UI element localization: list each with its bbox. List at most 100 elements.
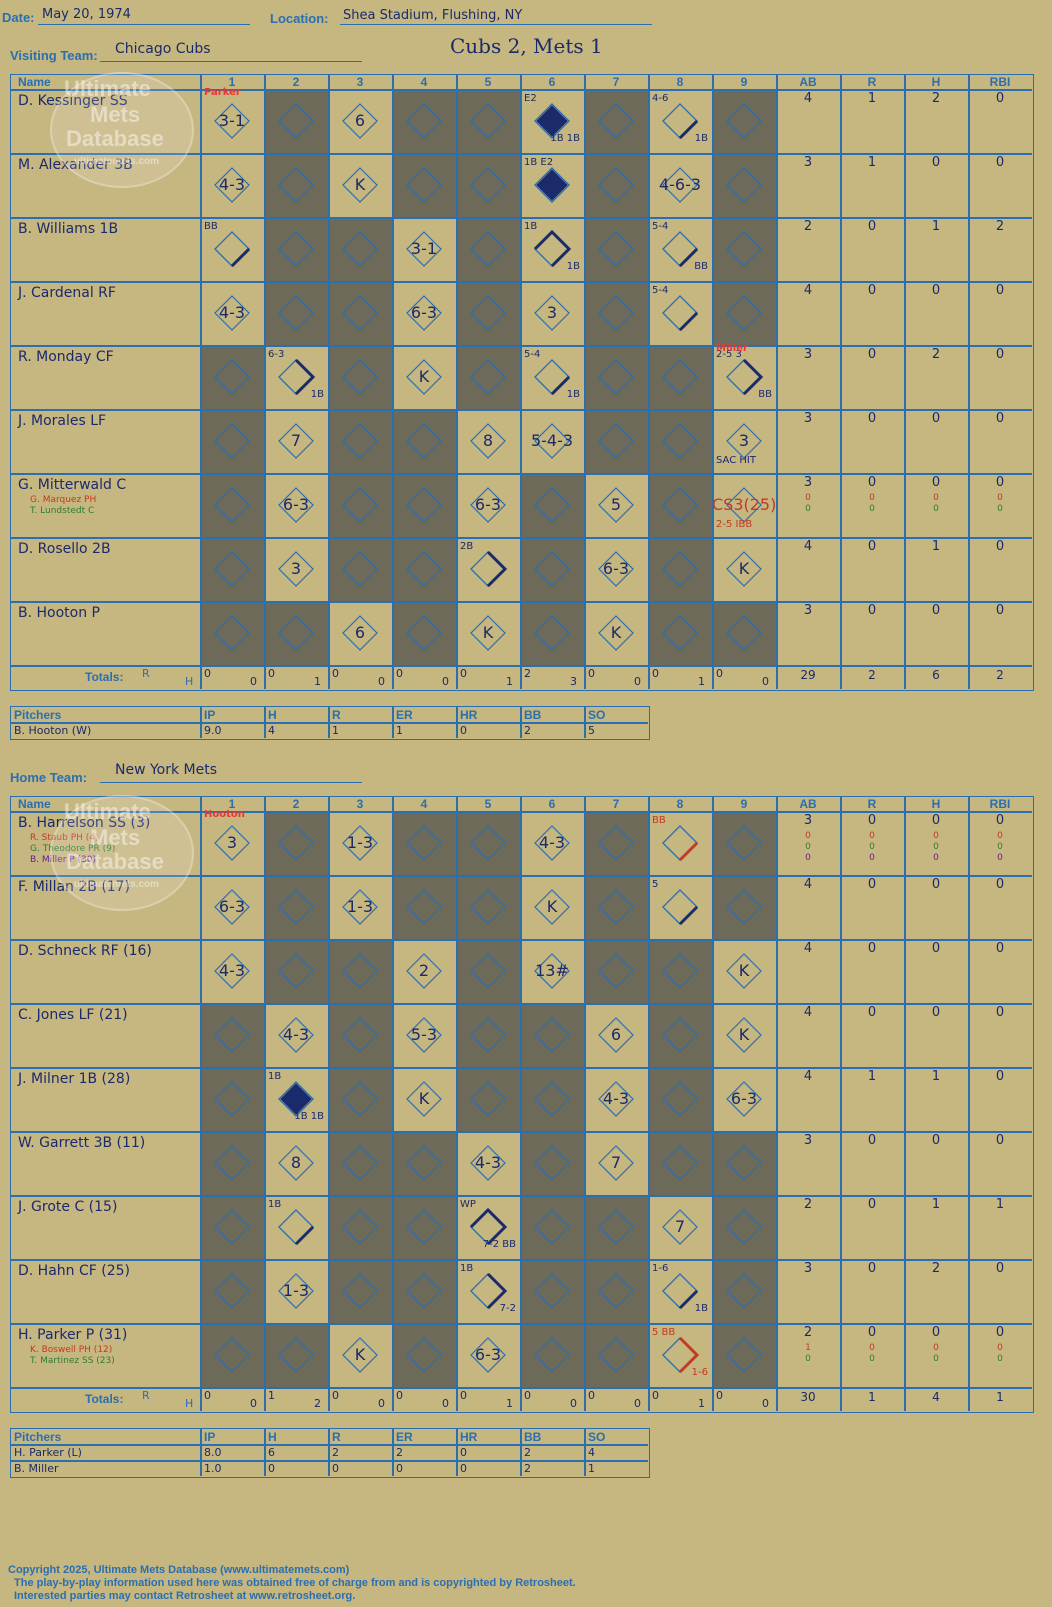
base-diamond <box>662 1336 700 1374</box>
base-diamond <box>598 1209 634 1245</box>
play-notation: 6-3 <box>410 303 438 322</box>
base-diamond <box>342 825 378 861</box>
inning-hits-total: 0 <box>378 675 385 688</box>
base-diamond <box>598 487 634 523</box>
unused-inning-cell <box>712 1195 776 1259</box>
base-diamond <box>534 1017 570 1053</box>
unused-inning-cell <box>712 601 776 665</box>
rbi-header: RBI <box>989 75 1011 89</box>
play-notation: 5-4 <box>652 221 669 232</box>
unused-inning-cell <box>328 345 392 409</box>
play-notation: 6 <box>610 1025 622 1044</box>
unused-inning-cell <box>712 1259 776 1323</box>
pitcher-name: B. Hooton (W) <box>14 724 92 737</box>
inning-header-7: 7 <box>612 797 620 811</box>
substitute-r: 0 <box>869 1354 875 1364</box>
unused-inning-cell <box>648 1003 712 1067</box>
base-diamond <box>278 1209 315 1246</box>
watermark-text: Database <box>66 126 164 151</box>
batter-h: 0 <box>931 283 941 298</box>
unused-inning-cell <box>392 875 456 939</box>
base-diamond <box>342 551 378 587</box>
inning-runs-total: 0 <box>588 667 595 680</box>
substitute-rbi: 0 <box>997 1343 1003 1353</box>
base-diamond <box>406 1273 442 1309</box>
column-divider <box>200 796 202 1411</box>
substitute-ab: 0 <box>805 504 811 514</box>
batter-name: R. Monday CF <box>18 349 114 365</box>
play-notation: 6-3 <box>268 349 285 360</box>
base-diamond <box>342 487 378 523</box>
column-divider <box>328 74 330 689</box>
batter-ab: 4 <box>803 91 813 106</box>
column-divider <box>456 74 458 689</box>
base-diamond <box>662 423 698 459</box>
play-notation: 5-4-3 <box>530 431 574 450</box>
batter-h: 1 <box>931 219 941 234</box>
unused-inning-cell <box>584 875 648 939</box>
substitute-name: T. Lundstedt C <box>30 506 95 516</box>
inning-runs-total: 0 <box>268 667 275 680</box>
base-diamond <box>342 167 378 203</box>
batter-h: 0 <box>931 411 941 426</box>
substitute-ab: 0 <box>805 831 811 841</box>
batter-rbi: 0 <box>995 475 1005 490</box>
base-diamond <box>469 1207 508 1246</box>
base-diamond <box>470 167 506 203</box>
base-diamond <box>278 231 314 267</box>
pitcher-stat: 0 <box>396 1462 403 1475</box>
base-diamond <box>214 1337 250 1373</box>
base-diamond <box>470 825 506 861</box>
base-diamond <box>470 615 506 651</box>
play-notation: 3 <box>738 431 750 450</box>
unused-inning-cell <box>328 473 392 537</box>
unused-inning-cell <box>712 1131 776 1195</box>
base-diamond <box>406 295 442 331</box>
play-notation: 6 <box>354 623 366 642</box>
base-diamond <box>278 103 314 139</box>
team-total-h: 4 <box>932 1390 940 1404</box>
watermark-text: ultimatemets.com <box>74 156 160 167</box>
unused-inning-cell <box>456 939 520 1003</box>
batter-name: W. Garrett 3B (11) <box>18 1135 146 1151</box>
batter-h: 0 <box>931 603 941 618</box>
base-diamond <box>406 167 442 203</box>
batter-ab: 3 <box>803 347 813 362</box>
unused-inning-cell <box>520 473 584 537</box>
base-diamond <box>406 825 442 861</box>
pitcher-column-divider <box>200 1428 202 1476</box>
base-diamond <box>214 551 250 587</box>
substitute-name: T. Martinez SS (23) <box>30 1356 115 1366</box>
base-diamond <box>470 359 506 395</box>
base-diamond <box>406 615 442 651</box>
batter-ab: 2 <box>803 1325 813 1340</box>
base-diamond <box>598 423 634 459</box>
unused-inning-cell <box>520 1067 584 1131</box>
base-diamond <box>726 1337 762 1373</box>
play-detail: 1B <box>694 1303 708 1314</box>
unused-inning-cell <box>392 537 456 601</box>
inning-header-5: 5 <box>484 75 492 89</box>
inning-hits-total: 0 <box>570 1397 577 1410</box>
pitcher-column-divider <box>392 1428 394 1476</box>
inning-hits-total: 1 <box>698 1397 705 1410</box>
batter-h: 1 <box>931 1197 941 1212</box>
inning-runs-total: 0 <box>204 667 211 680</box>
batter-name: J. Cardenal RF <box>18 285 116 301</box>
inning-runs-total: 2 <box>524 667 531 680</box>
batter-name: J. Grote C (15) <box>18 1199 118 1215</box>
pitcher-header: SO <box>588 1430 606 1444</box>
name-header: Name <box>18 797 51 811</box>
play-notation: 3-1 <box>410 239 438 258</box>
watermark-text: Ultimate <box>64 76 151 101</box>
play-notation: 5 <box>610 495 622 514</box>
play-notation: 3 <box>546 303 558 322</box>
base-diamond <box>214 1081 250 1117</box>
base-diamond <box>214 359 250 395</box>
base-diamond <box>278 167 314 203</box>
batter-rbi: 0 <box>995 539 1005 554</box>
batter-h: 2 <box>931 347 941 362</box>
inning-header-5: 5 <box>484 797 492 811</box>
batter-rbi: 0 <box>995 155 1005 170</box>
unused-inning-cell <box>328 1259 392 1323</box>
